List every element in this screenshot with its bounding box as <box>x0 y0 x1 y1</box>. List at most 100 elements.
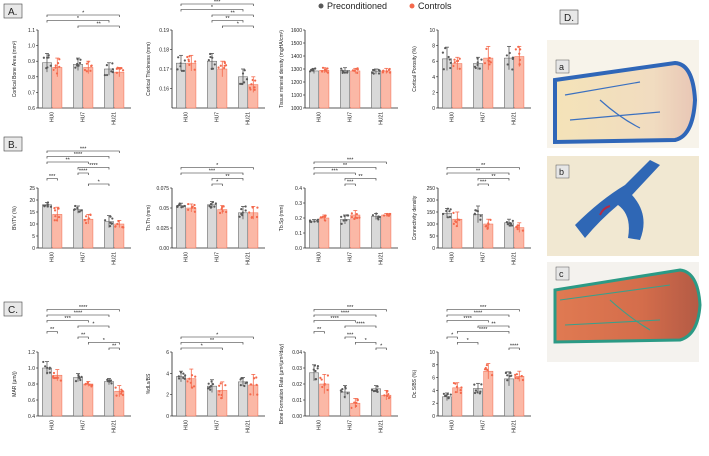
significance-bracket <box>46 156 110 159</box>
data-point <box>256 393 259 396</box>
significance-label: *** <box>214 0 221 5</box>
data-point <box>249 88 252 91</box>
data-point <box>388 71 392 74</box>
data-point <box>89 213 92 216</box>
y-tick-label: 0.02 <box>292 382 302 388</box>
data-point <box>238 215 241 218</box>
data-point <box>480 58 483 61</box>
data-point <box>353 69 356 72</box>
significance-bracket <box>77 167 110 170</box>
y-tick-label: 15 <box>29 210 35 216</box>
significance-bracket <box>446 314 510 317</box>
data-point <box>58 58 61 61</box>
data-point <box>90 64 93 68</box>
data-point <box>372 72 375 75</box>
data-point <box>489 218 492 221</box>
bar-preconditioned-hu21 <box>104 381 114 417</box>
significance-bracket <box>46 309 120 312</box>
data-point <box>479 218 482 221</box>
x-tick-label: HU0 <box>50 112 56 122</box>
data-point <box>52 371 56 375</box>
significance-label: ** <box>481 163 486 169</box>
data-point <box>183 204 186 208</box>
significance-label: **** <box>330 316 339 322</box>
data-point <box>441 51 445 54</box>
significance-label: **** <box>89 163 98 169</box>
significance-bracket <box>456 342 479 345</box>
y-tick-label: 2 <box>432 401 435 407</box>
data-point <box>88 383 91 386</box>
data-point <box>211 56 214 59</box>
significance-label: ** <box>112 343 117 349</box>
data-point <box>346 392 349 395</box>
data-point <box>187 202 190 206</box>
y-axis-title: MAR (µm/j) <box>12 371 18 397</box>
data-point <box>85 70 88 73</box>
data-point <box>207 382 210 385</box>
data-point <box>459 391 462 395</box>
data-point <box>449 61 452 65</box>
chart-cortical-thickness: 0.16 0.17 0.18 0.19 Cortical Thickness (mm) H… <box>146 0 265 125</box>
data-point <box>84 221 88 225</box>
bar-preconditioned-hu0 <box>442 212 452 249</box>
x-tick-label: HU0 <box>317 252 323 262</box>
data-point <box>209 202 213 206</box>
y-tick-label: 6 <box>432 376 435 382</box>
data-point <box>44 365 47 368</box>
y-tick-label: 4 <box>432 75 435 81</box>
data-point <box>342 70 345 73</box>
data-point <box>489 61 492 64</box>
y-tick-label: 0.4 <box>28 414 35 420</box>
data-point <box>223 66 226 70</box>
data-point <box>186 380 189 383</box>
y-axis-title: Cortical Bone Area (mm²) <box>12 40 18 97</box>
x-tick-label: HU0 <box>184 252 190 262</box>
significance-label: ** <box>96 21 101 27</box>
data-point <box>191 386 194 389</box>
bar-controls-hu7 <box>217 209 228 249</box>
data-point <box>245 78 249 81</box>
y-tick-label: 0.025 <box>156 226 169 232</box>
significance-bracket <box>477 183 489 186</box>
data-point <box>244 205 247 208</box>
x-tick-label: HU7 <box>481 420 487 430</box>
significance-label: * <box>98 179 101 185</box>
data-point <box>488 63 491 66</box>
data-point <box>310 68 314 71</box>
data-point <box>341 387 344 391</box>
data-point <box>240 208 243 211</box>
data-point <box>510 224 514 227</box>
data-point <box>244 382 247 385</box>
bar-preconditioned-hu21 <box>238 381 248 417</box>
x-tick-label: HU21 <box>246 112 252 125</box>
data-point <box>483 62 487 65</box>
legend-controls-marker <box>409 3 415 9</box>
data-point <box>453 61 456 64</box>
significance-bracket <box>477 178 510 181</box>
data-point <box>508 51 511 55</box>
significance-label: * <box>451 332 454 338</box>
y-axis-title: Tb.Th (mm) <box>146 205 152 231</box>
significance-bracket <box>180 336 254 339</box>
data-point <box>340 222 343 225</box>
data-point <box>521 229 525 232</box>
data-point <box>312 368 315 371</box>
data-point <box>484 225 487 228</box>
histology-b-tag <box>555 164 570 179</box>
data-point <box>316 367 319 370</box>
chart-tissue-mineral-density: 1000 1100 1200 1300 1400 1500 1600 Tissue miner… <box>279 28 398 125</box>
data-point <box>455 385 459 388</box>
y-tick-label: 4 <box>432 388 435 394</box>
significance-label: *** <box>347 157 354 163</box>
y-tick-label: 0 <box>32 246 35 252</box>
significance-bracket <box>446 320 489 323</box>
legend-preconditioned-marker <box>318 3 324 9</box>
y-tick-label: 0.18 <box>159 48 169 54</box>
data-point <box>77 376 81 379</box>
data-point <box>324 219 327 222</box>
data-point <box>110 382 113 385</box>
data-point <box>385 390 389 393</box>
data-point <box>222 205 225 208</box>
significance-label: * <box>237 21 240 27</box>
